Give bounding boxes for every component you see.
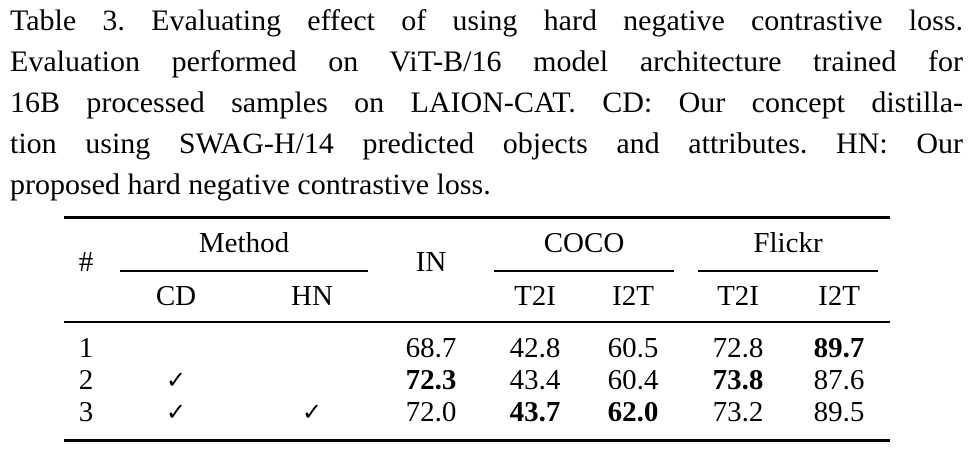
row-3-coco-t2i: 43.7 xyxy=(509,396,561,428)
header-flickr-i2t: I2T xyxy=(818,280,860,312)
table-top-rule xyxy=(64,216,890,219)
row-2-flickr-t2i: 73.8 xyxy=(712,364,764,396)
flickr-group-rule xyxy=(698,270,878,272)
header-coco: COCO xyxy=(543,227,625,259)
row-3-num: 3 xyxy=(78,396,94,428)
row-1-num: 1 xyxy=(78,332,94,364)
table-mid-rule xyxy=(64,321,890,323)
table-caption: Table 3. Evaluating effect of using hard… xyxy=(10,0,963,205)
header-coco-t2i: T2I xyxy=(514,280,556,312)
row-3-hn: ✓ xyxy=(301,398,323,426)
row-3-cd: ✓ xyxy=(165,398,187,426)
row-1-coco-t2i: 42.8 xyxy=(509,332,561,364)
row-3-flickr-t2i: 73.2 xyxy=(712,396,764,428)
row-1-flickr-i2t: 89.7 xyxy=(813,332,865,364)
method-group-rule xyxy=(120,270,368,272)
header-method: Method xyxy=(198,227,290,259)
caption-line-4: tion using SWAG-H/14 predicted objects a… xyxy=(10,127,963,160)
header-hn: HN xyxy=(291,280,333,312)
row-2-num: 2 xyxy=(78,364,94,396)
header-coco-i2t: I2T xyxy=(612,280,654,312)
header-flickr: Flickr xyxy=(753,227,823,259)
row-2-flickr-i2t: 87.6 xyxy=(813,364,865,396)
header-num: # xyxy=(78,246,94,278)
row-1-in: 68.7 xyxy=(405,332,457,364)
row-2-in: 72.3 xyxy=(405,364,457,396)
header-flickr-t2i: T2I xyxy=(717,280,759,312)
row-3-in: 72.0 xyxy=(405,396,457,428)
caption-line-5: proposed hard negative contrastive loss. xyxy=(10,168,491,201)
header-in: IN xyxy=(415,246,447,278)
caption-line-2: Evaluation performed on ViT-B/16 model a… xyxy=(10,45,963,78)
row-2-coco-i2t: 60.4 xyxy=(607,364,659,396)
row-3-coco-i2t: 62.0 xyxy=(607,396,659,428)
row-1-coco-i2t: 60.5 xyxy=(607,332,659,364)
row-2-cd: ✓ xyxy=(165,366,187,394)
row-2-coco-t2i: 43.4 xyxy=(509,364,561,396)
caption-line-1: Table 3. Evaluating effect of using hard… xyxy=(10,4,963,37)
row-3-flickr-i2t: 89.5 xyxy=(813,396,865,428)
header-cd: CD xyxy=(155,280,197,312)
coco-group-rule xyxy=(494,270,674,272)
table-bottom-rule xyxy=(64,439,890,442)
row-1-flickr-t2i: 72.8 xyxy=(712,332,764,364)
caption-line-3: 16B processed samples on LAION-CAT. CD: … xyxy=(10,86,963,119)
